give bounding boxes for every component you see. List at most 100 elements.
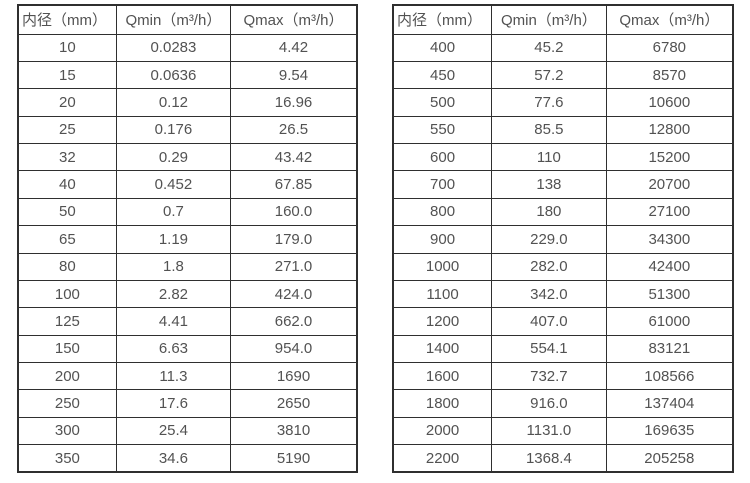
table-cell: 100 bbox=[17, 279, 117, 309]
table-row: 1600 732.7 108566 bbox=[392, 361, 734, 391]
table-cell: 954.0 bbox=[230, 334, 358, 364]
table-cell: 34.6 bbox=[115, 444, 232, 473]
table-cell: 15200 bbox=[605, 142, 734, 172]
table-cell: 9.54 bbox=[230, 60, 358, 90]
table-cell: 800 bbox=[392, 197, 493, 227]
table-cell: 83121 bbox=[605, 334, 734, 364]
table-cell: 342.0 bbox=[491, 279, 607, 309]
table-row: 32 0.29 43.42 bbox=[17, 142, 358, 172]
table-row: 1800 916.0 137404 bbox=[392, 389, 734, 418]
table-cell: 350 bbox=[17, 444, 117, 473]
table-row: 15 0.0636 9.54 bbox=[17, 60, 358, 90]
table-cell: 169635 bbox=[605, 416, 734, 446]
table-row: 250 17.6 2650 bbox=[17, 389, 358, 418]
table-cell: 43.42 bbox=[230, 142, 358, 172]
table-cell: 20 bbox=[17, 88, 117, 117]
table-cell: 125 bbox=[17, 307, 117, 336]
table-row: 200 11.3 1690 bbox=[17, 361, 358, 391]
table-cell: 1.19 bbox=[115, 225, 232, 254]
flow-spec-table-small-diameters: 内径（mm） Qmin（m³/h） Qmax（m³/h） 10 0.0283 4.4… bbox=[17, 4, 358, 473]
table-cell: 1400 bbox=[392, 334, 493, 364]
column-header-diameter: 内径（mm） bbox=[392, 4, 493, 35]
table-cell: 108566 bbox=[605, 361, 734, 391]
table-cell: 0.176 bbox=[115, 115, 232, 145]
table-cell: 250 bbox=[17, 389, 117, 418]
table-row: 900 229.0 34300 bbox=[392, 225, 734, 254]
table-row: 80 1.8 271.0 bbox=[17, 252, 358, 281]
table-cell: 229.0 bbox=[491, 225, 607, 254]
table-row: 300 25.4 3810 bbox=[17, 416, 358, 446]
table-row: 100 2.82 424.0 bbox=[17, 279, 358, 309]
table-cell: 179.0 bbox=[230, 225, 358, 254]
table-row: 2000 1131.0 169635 bbox=[392, 416, 734, 446]
header-row: 内径（mm） Qmin（m³/h） Qmax（m³/h） bbox=[392, 4, 734, 35]
table-cell: 450 bbox=[392, 60, 493, 90]
table-cell: 67.85 bbox=[230, 170, 358, 199]
table-cell: 554.1 bbox=[491, 334, 607, 364]
table-row: 600 110 15200 bbox=[392, 142, 734, 172]
table-cell: 1600 bbox=[392, 361, 493, 391]
table-cell: 1368.4 bbox=[491, 444, 607, 473]
table-cell: 424.0 bbox=[230, 279, 358, 309]
table-cell: 1690 bbox=[230, 361, 358, 391]
table-cell: 17.6 bbox=[115, 389, 232, 418]
table-cell: 0.7 bbox=[115, 197, 232, 227]
table-cell: 10 bbox=[17, 33, 117, 62]
table-row: 1000 282.0 42400 bbox=[392, 252, 734, 281]
table-row: 1200 407.0 61000 bbox=[392, 307, 734, 336]
table-cell: 400 bbox=[392, 33, 493, 62]
table-row: 125 4.41 662.0 bbox=[17, 307, 358, 336]
table-cell: 85.5 bbox=[491, 115, 607, 145]
table-cell: 4.41 bbox=[115, 307, 232, 336]
table-cell: 40 bbox=[17, 170, 117, 199]
table-cell: 1131.0 bbox=[491, 416, 607, 446]
table-cell: 1000 bbox=[392, 252, 493, 281]
table-cell: 61000 bbox=[605, 307, 734, 336]
table-cell: 160.0 bbox=[230, 197, 358, 227]
header-row: 内径（mm） Qmin（m³/h） Qmax（m³/h） bbox=[17, 4, 358, 35]
table-cell: 27100 bbox=[605, 197, 734, 227]
table-cell: 550 bbox=[392, 115, 493, 145]
table-cell: 137404 bbox=[605, 389, 734, 418]
table-cell: 2.82 bbox=[115, 279, 232, 309]
table-cell: 282.0 bbox=[491, 252, 607, 281]
table-row: 450 57.2 8570 bbox=[392, 60, 734, 90]
table-cell: 6780 bbox=[605, 33, 734, 62]
table-cell: 0.0636 bbox=[115, 60, 232, 90]
column-header-diameter: 内径（mm） bbox=[17, 4, 117, 35]
column-header-qmin: Qmin（m³/h） bbox=[491, 4, 607, 35]
table-row: 700 138 20700 bbox=[392, 170, 734, 199]
table-cell: 0.12 bbox=[115, 88, 232, 117]
table-cell: 11.3 bbox=[115, 361, 232, 391]
table-cell: 150 bbox=[17, 334, 117, 364]
table-cell: 1200 bbox=[392, 307, 493, 336]
table-cell: 600 bbox=[392, 142, 493, 172]
table-cell: 16.96 bbox=[230, 88, 358, 117]
table-cell: 138 bbox=[491, 170, 607, 199]
table-cell: 6.63 bbox=[115, 334, 232, 364]
table-row: 550 85.5 12800 bbox=[392, 115, 734, 145]
table-row: 20 0.12 16.96 bbox=[17, 88, 358, 117]
column-header-qmax: Qmax（m³/h） bbox=[605, 4, 734, 35]
table-cell: 34300 bbox=[605, 225, 734, 254]
table-cell: 51300 bbox=[605, 279, 734, 309]
table-cell: 5190 bbox=[230, 444, 358, 473]
table-cell: 77.6 bbox=[491, 88, 607, 117]
table-cell: 2650 bbox=[230, 389, 358, 418]
table-cell: 12800 bbox=[605, 115, 734, 145]
table-row: 1400 554.1 83121 bbox=[392, 334, 734, 364]
table-cell: 271.0 bbox=[230, 252, 358, 281]
table-cell: 4.42 bbox=[230, 33, 358, 62]
table-cell: 2200 bbox=[392, 444, 493, 473]
column-header-qmin: Qmin（m³/h） bbox=[115, 4, 232, 35]
table-row: 2200 1368.4 205258 bbox=[392, 444, 734, 473]
table-row: 350 34.6 5190 bbox=[17, 444, 358, 473]
table-cell: 0.452 bbox=[115, 170, 232, 199]
table-cell: 26.5 bbox=[230, 115, 358, 145]
table-row: 25 0.176 26.5 bbox=[17, 115, 358, 145]
table-cell: 500 bbox=[392, 88, 493, 117]
table-cell: 10600 bbox=[605, 88, 734, 117]
table-cell: 3810 bbox=[230, 416, 358, 446]
table-cell: 57.2 bbox=[491, 60, 607, 90]
